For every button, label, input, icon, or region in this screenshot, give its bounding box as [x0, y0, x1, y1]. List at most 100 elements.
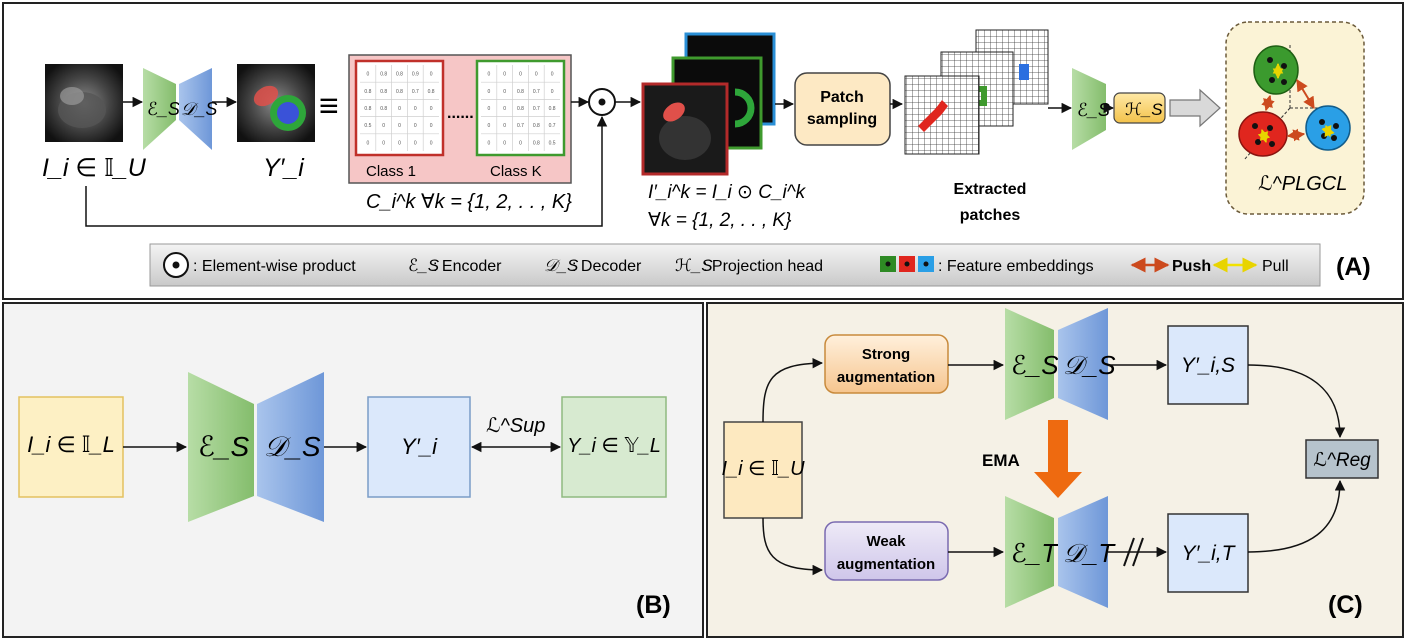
- regularization-loss-label: ℒ^Reg: [1313, 450, 1371, 471]
- class-grid-cell: 0: [398, 106, 401, 112]
- encoder-label-2: ℰ_S: [1077, 100, 1110, 120]
- class-grid-cell: 0: [367, 72, 370, 78]
- teacher-encoder-label: ℰ_T: [1011, 538, 1059, 568]
- class-grid-cell: 0.8: [517, 106, 524, 112]
- class-grid-cell: 0: [551, 89, 554, 95]
- class-1-label: Class 1: [366, 163, 416, 180]
- weak-aug-line2: augmentation: [837, 556, 935, 573]
- class-1-map: [354, 59, 445, 157]
- class-grid-cell: 0.7: [549, 123, 556, 129]
- class-grid-cell: 0.8: [396, 72, 403, 78]
- equivalence-symbol: ≡: [319, 87, 339, 125]
- class-k-map: [475, 59, 566, 157]
- masked-images-stack: [641, 32, 776, 176]
- class-grid-cell: 0: [430, 106, 433, 112]
- class-grid-cell: 0.8: [517, 89, 524, 95]
- embedding-space: [1238, 44, 1351, 161]
- class-grid-cell: 0: [382, 140, 385, 146]
- labeled-input-label: I_i ∈ 𝕀_L: [27, 432, 115, 457]
- extracted-line1: Extracted: [954, 181, 1027, 198]
- encoder-label: ℰ_S: [147, 99, 180, 119]
- supervised-prediction-box: [367, 396, 471, 498]
- class-grid-cell: 0: [414, 106, 417, 112]
- supervised-loss-label: ℒ^Sup: [486, 415, 545, 437]
- panel-b-tag: (B): [636, 591, 671, 619]
- class-grid-cell: 0.7: [533, 89, 540, 95]
- prediction-image: [237, 64, 315, 142]
- ground-truth-box: [561, 396, 667, 498]
- legend-head: : Projection head: [703, 258, 823, 275]
- class-grid-cell: 0.8: [533, 123, 540, 129]
- student-decoder-label: 𝒟_S: [1063, 350, 1116, 380]
- encoder-label-b: ℰ_S: [198, 431, 250, 462]
- strong-augmentation-box: [824, 334, 949, 394]
- class-grid-cell: 0: [488, 123, 491, 129]
- class-grid-cell: 0: [430, 140, 433, 146]
- teacher-decoder: [1058, 496, 1108, 608]
- patch-sampling-line2: sampling: [807, 111, 877, 128]
- class-grid-cell: 0.8: [428, 89, 435, 95]
- class-grid-cell: 0: [488, 89, 491, 95]
- class-grid-cell: 0: [503, 72, 506, 78]
- stop-gradient-mark: [1123, 537, 1144, 567]
- legend-bar: [149, 243, 1321, 287]
- class-grid-cell: 0.5: [364, 123, 371, 129]
- encoder-shape-b: [188, 372, 254, 522]
- legend-decoder: : Decoder: [572, 258, 642, 275]
- legend-encoder-sym: ℰ_S: [408, 256, 440, 275]
- legend-product: : Element-wise product: [193, 258, 356, 275]
- legend-pull: Pull: [1262, 258, 1289, 275]
- class-k-label: Class K: [490, 163, 542, 180]
- class-grid-cell: 0: [398, 140, 401, 146]
- patch-sampling-box: [794, 72, 891, 146]
- student-decoder: [1058, 308, 1108, 420]
- masked-label-1: I′_i^k = I_i ⊙ C_i^k: [648, 182, 807, 203]
- to-loss-arrow: [1169, 88, 1221, 128]
- mask-label: C_i^k ∀k = {1, 2, . . , K}: [366, 191, 572, 213]
- class-grid-cell: 0.5: [549, 140, 556, 146]
- class-grid-cell: 0.7: [533, 106, 540, 112]
- prediction-label: Y′_i: [263, 154, 305, 182]
- class-grid-cell: 0.8: [364, 106, 371, 112]
- teacher-prediction-box: [1167, 513, 1249, 593]
- class-grid-cell: 0.8: [380, 89, 387, 95]
- class-grid-cell: 0: [398, 123, 401, 129]
- class-grid-cell: 0: [430, 123, 433, 129]
- class-grid-cell: 0.7: [412, 89, 419, 95]
- panel-b: [2, 302, 704, 638]
- class-grid-cell: 0.9: [412, 72, 419, 78]
- input-skip-connection: [85, 115, 608, 227]
- input-mri-image: [45, 64, 123, 142]
- weak-aug-line1: Weak: [867, 533, 907, 550]
- student-prediction-box: [1167, 325, 1249, 405]
- projection-head-box: [1113, 92, 1166, 124]
- class-grid-cell: 0: [503, 106, 506, 112]
- class-grid-cell: 0: [503, 123, 506, 129]
- class-grid-cell: 0.8: [380, 72, 387, 78]
- class-grid-cell: 0: [503, 89, 506, 95]
- class-grid-cell: 0: [551, 72, 554, 78]
- class-dots: ......: [447, 105, 474, 122]
- regularization-loss-box: [1305, 439, 1379, 479]
- teacher-encoder: [1005, 496, 1054, 608]
- class-grid-cell: 0.7: [517, 123, 524, 129]
- class-grid-cell: 0.8: [364, 89, 371, 95]
- class-grid-cell: 0: [488, 140, 491, 146]
- class-1-grid: 0 0.8 0.8 0.9 0 0.8 0.8 0.8 0.7 0.8 0.8 0.8 0 0 0 0.5 0 0…: [360, 65, 439, 151]
- decoder-shape-b: [257, 372, 324, 522]
- strong-aug-line1: Strong: [862, 346, 910, 363]
- supervised-prediction-label: Y′_i: [401, 434, 438, 459]
- class-grid-cell: 0: [488, 72, 491, 78]
- blue-cluster: [1305, 105, 1351, 151]
- legend-embeddings: : Feature embeddings: [938, 258, 1094, 275]
- class-grid-cell: 0.8: [396, 89, 403, 95]
- unlabeled-input-label: I_i ∈ 𝕀_U: [721, 458, 805, 480]
- ema-arrow: [1034, 420, 1082, 498]
- student-encoder: [1005, 308, 1054, 420]
- class-grid-cell: 0.8: [380, 106, 387, 112]
- masked-label-2: ∀k = {1, 2, . . , K}: [648, 210, 792, 231]
- input-label: I_i ∈ 𝕀_U: [42, 154, 147, 182]
- class-k-grid: 0 0 0 0 0 0 0 0.8 0.7 0 0 0 0.8 0.7 0.8 0 0 0.7 0.8 0.7 0 0 0 0…: [481, 65, 560, 151]
- green-cluster: [1253, 45, 1299, 95]
- legend-push: Push: [1172, 258, 1211, 275]
